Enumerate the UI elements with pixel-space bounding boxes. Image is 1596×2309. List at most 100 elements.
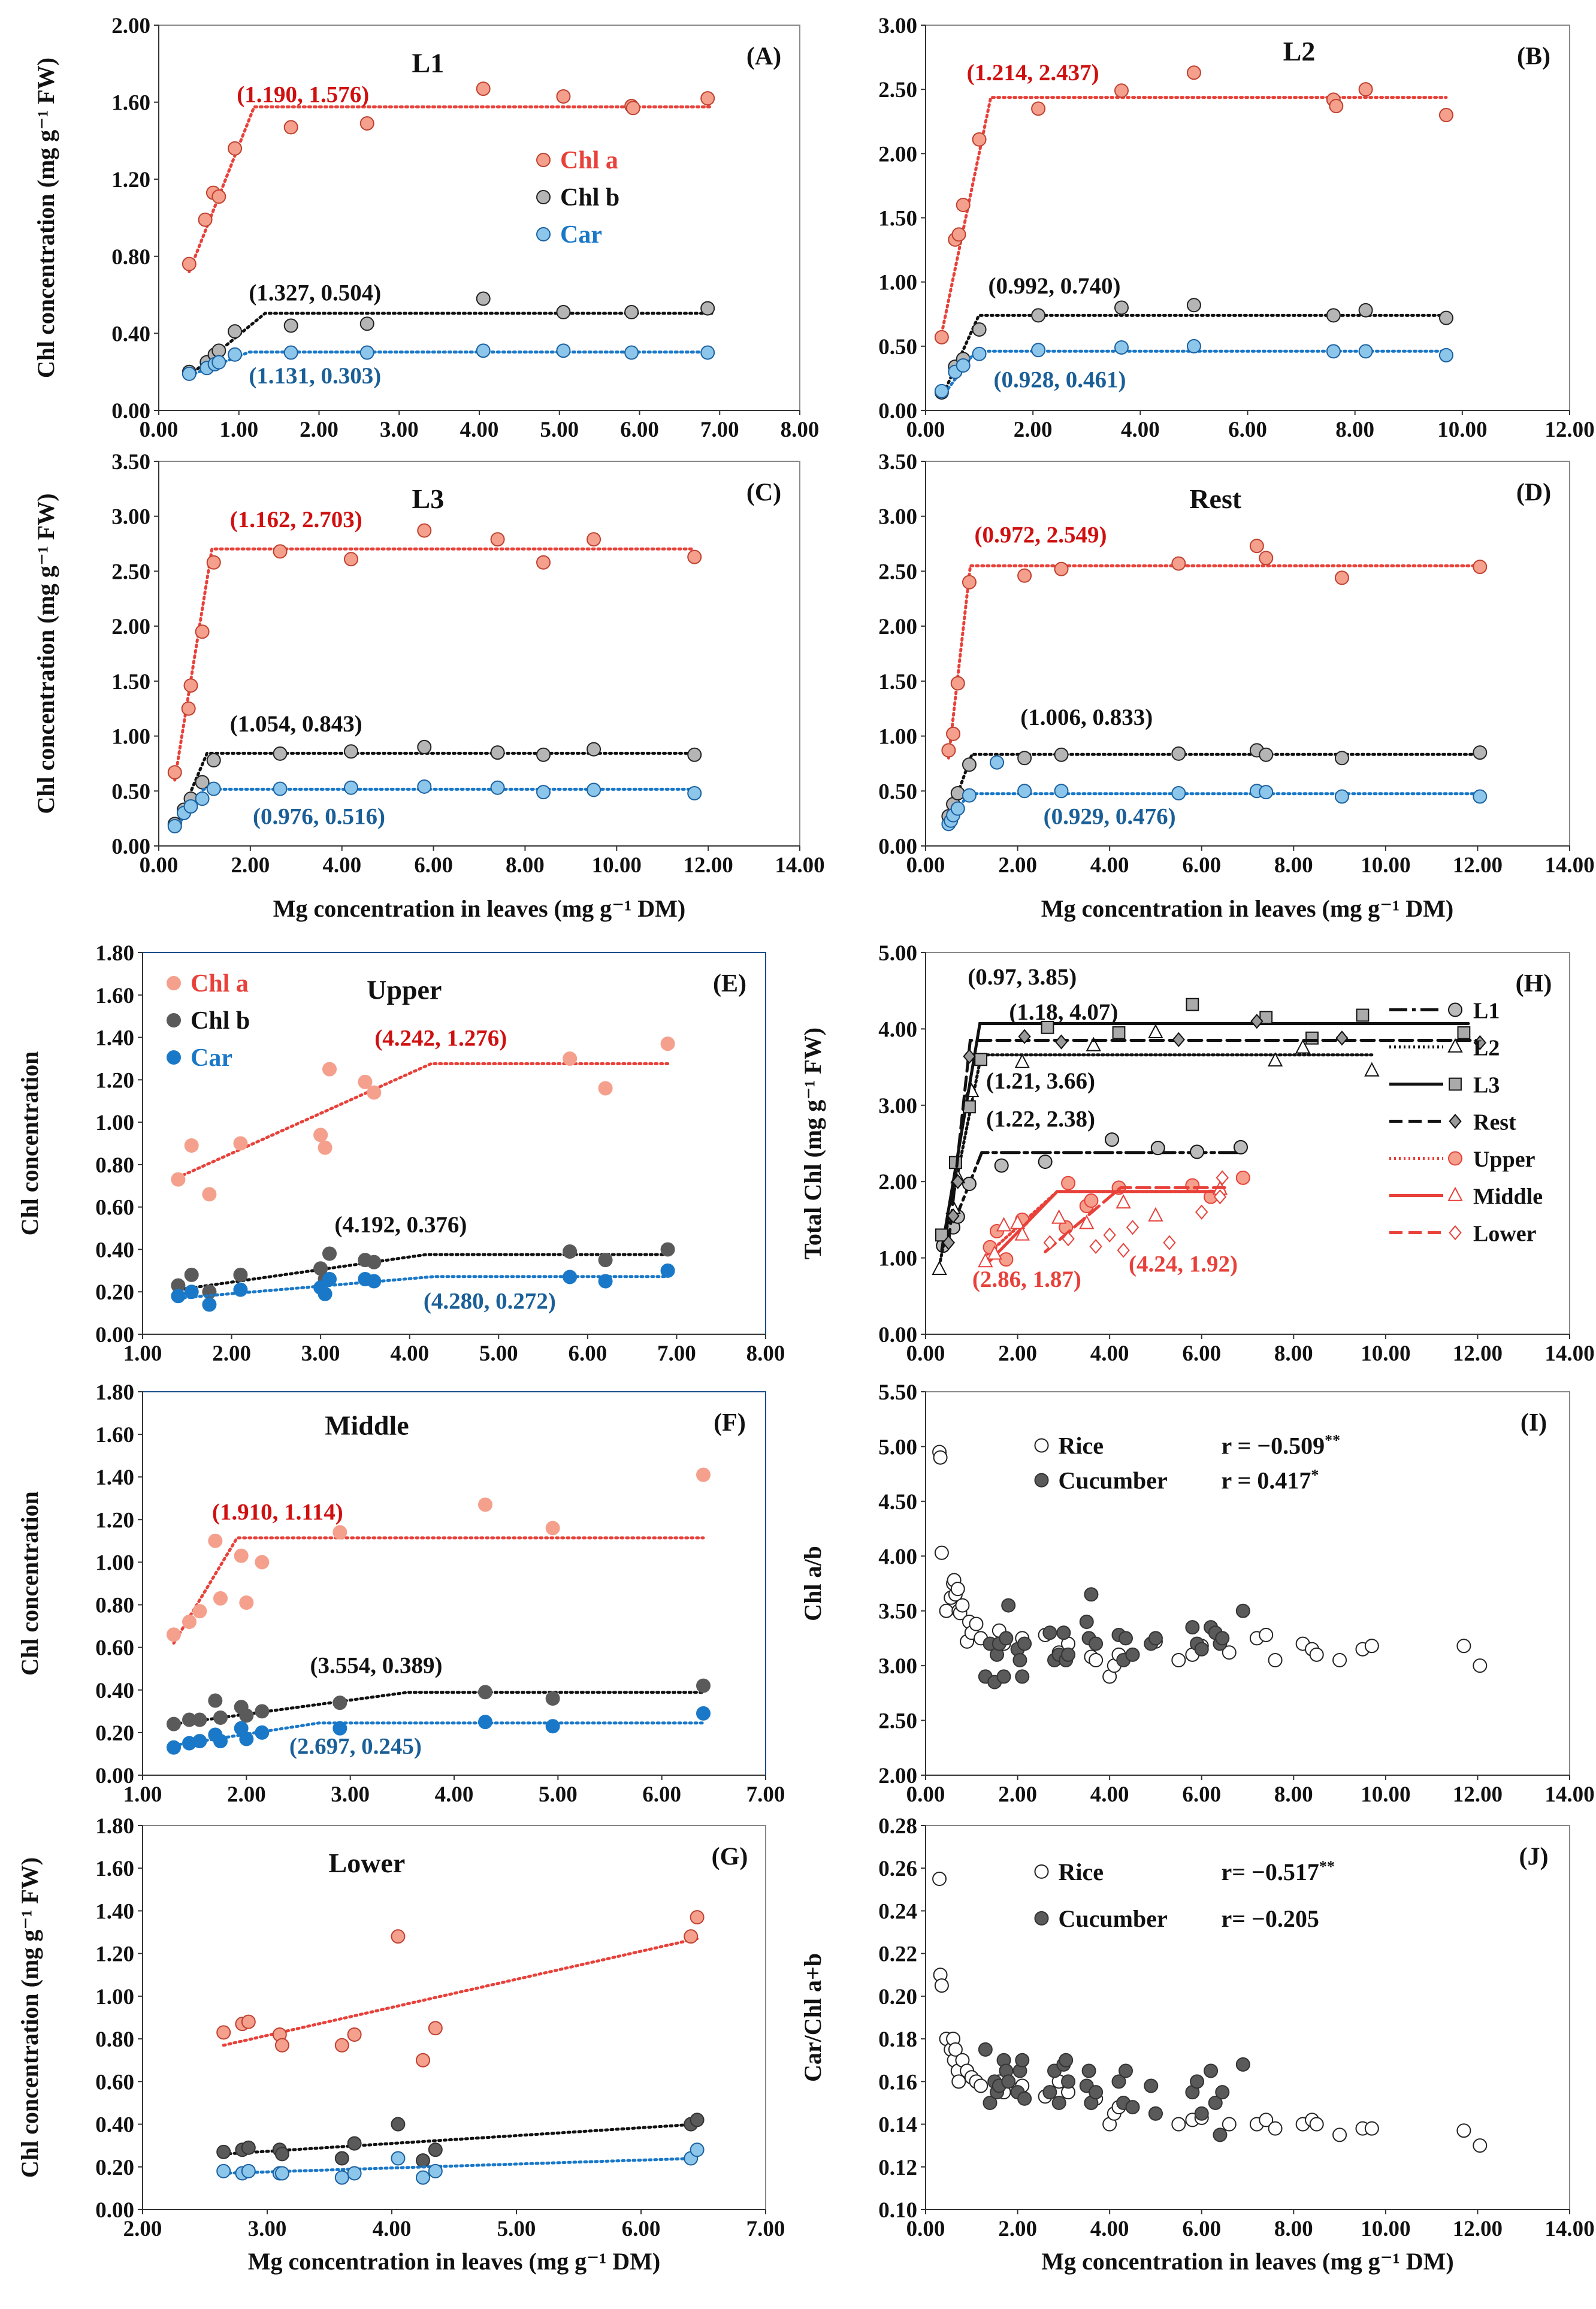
- y-tick-label: 3.00: [878, 1654, 917, 1679]
- data-point: [1457, 1026, 1471, 1039]
- y-tick-label: 4.00: [878, 1545, 917, 1569]
- y-tick-label: 1.00: [878, 1247, 917, 1271]
- data-point: [228, 141, 243, 156]
- y-tick-label: 0.80: [111, 245, 150, 270]
- data-point: [974, 1053, 988, 1066]
- data-point: [1059, 2053, 1074, 2068]
- breakpoint-label: (0.972, 2.549): [974, 522, 1107, 548]
- fit-line: [176, 1275, 670, 1300]
- fit-line: [176, 1253, 670, 1292]
- y-tick-label: 2.00: [111, 615, 150, 639]
- x-tick-label: 4.00: [435, 1782, 474, 1807]
- legend-label: Chl a: [560, 147, 618, 174]
- series-chl-b: (4.192, 0.376): [171, 1212, 675, 1299]
- x-tick-label: 7.00: [746, 1782, 785, 1807]
- data-point: [1438, 310, 1453, 325]
- data-point: [322, 1246, 337, 1261]
- data-point: [367, 1085, 382, 1100]
- data-point: [963, 1100, 976, 1114]
- breakpoint-label: (3.554, 0.389): [310, 1652, 443, 1678]
- legend-label: L3: [1473, 1073, 1500, 1098]
- x-tick-label: 12.00: [1453, 853, 1503, 878]
- y-tick-label: 0.00: [95, 1323, 134, 1347]
- data-point: [1015, 1669, 1030, 1684]
- data-point: [956, 358, 971, 373]
- data-point: [1001, 2074, 1016, 2089]
- y-tick-label: 5.00: [878, 941, 917, 966]
- data-point: [478, 1497, 492, 1512]
- data-point: [1018, 1029, 1031, 1044]
- data-point: [1473, 789, 1488, 804]
- y-tick-label: 0.80: [95, 2027, 134, 2052]
- fit-line: [984, 1190, 1226, 1267]
- data-point: [1084, 1587, 1099, 1602]
- x-tick-label: 2.00: [123, 2217, 162, 2241]
- data-point: [344, 744, 358, 759]
- data-point: [1268, 2121, 1283, 2136]
- breakpoint-label: (0.929, 0.476): [1044, 803, 1176, 829]
- x-tick-label: 8.00: [1274, 2217, 1313, 2241]
- data-point: [563, 1051, 578, 1066]
- data-point: [660, 1263, 675, 1278]
- y-tick-label: 0.50: [111, 779, 150, 804]
- y-axis-label: Chl concentration (mg g⁻¹ FW): [32, 58, 59, 378]
- x-tick-label: 4.00: [390, 1341, 429, 1366]
- data-point: [192, 1604, 207, 1619]
- legend-marker: [1448, 1002, 1462, 1017]
- legend-marker: [1034, 1473, 1049, 1488]
- x-tick-label: 6.00: [1182, 1341, 1221, 1366]
- data-point: [962, 575, 977, 590]
- breakpoint-label: (0.928, 0.461): [993, 367, 1126, 392]
- data-point: [972, 322, 987, 337]
- y-tick-label: 0.14: [878, 2113, 917, 2138]
- y-axis-label: Total Chl (mg g⁻¹ FW): [799, 1027, 826, 1259]
- data-point: [1114, 340, 1129, 355]
- data-point: [184, 1267, 199, 1282]
- data-point: [1332, 2127, 1347, 2142]
- data-point: [1119, 2063, 1133, 2078]
- data-point: [206, 752, 221, 767]
- data-point: [233, 1136, 248, 1151]
- data-point: [934, 1978, 949, 1993]
- data-point: [1148, 1631, 1163, 1646]
- panel-E: 1.00 2.00 3.00 4.00 5.00 6.00 7.00 8.00 0.00 0.20…: [16, 941, 785, 1366]
- x-tick-label: 5.00: [540, 418, 579, 442]
- data-point: [1305, 1031, 1319, 1045]
- data-point: [1089, 1238, 1102, 1255]
- data-point: [234, 1548, 249, 1563]
- data-point: [700, 301, 715, 316]
- y-tick-label: 1.40: [95, 1465, 134, 1490]
- series-rest: (0.97, 3.85): [942, 965, 1486, 1250]
- data-point: [255, 1704, 270, 1719]
- y-tick-label: 1.20: [95, 1508, 134, 1533]
- panel-label: (I): [1521, 1409, 1547, 1437]
- data-point: [1259, 2112, 1274, 2127]
- series-chl-b: (3.554, 0.389): [167, 1652, 711, 1731]
- x-tick-label: 8.00: [506, 853, 545, 878]
- y-tick-label: 1.40: [95, 1899, 134, 1924]
- data-point: [1334, 570, 1349, 585]
- y-tick-label: 2.50: [111, 560, 150, 584]
- legend-marker: [1034, 1864, 1049, 1879]
- panel-label: (B): [1517, 43, 1550, 70]
- breakpoint-label: (0.992, 0.740): [989, 273, 1121, 299]
- y-tick-label: 1.20: [95, 1942, 134, 1967]
- breakpoint-label: (4.192, 0.376): [334, 1212, 467, 1238]
- data-point: [1186, 298, 1201, 313]
- data-point: [347, 2166, 362, 2181]
- y-tick-label: 0.00: [111, 399, 150, 424]
- data-point: [1150, 1141, 1165, 1156]
- x-tick-label: 2.00: [300, 418, 338, 442]
- x-tick-label: 6.00: [1228, 418, 1267, 442]
- data-point: [1089, 1636, 1104, 1651]
- data-point: [490, 780, 505, 795]
- data-point: [972, 132, 987, 147]
- data-point: [536, 785, 551, 800]
- data-point: [1051, 1209, 1067, 1224]
- y-tick-label: 1.50: [878, 670, 917, 694]
- data-point: [416, 2053, 430, 2068]
- data-point: [1235, 2057, 1250, 2072]
- data-point: [1117, 1243, 1130, 1258]
- data-point: [1081, 2063, 1096, 2078]
- data-point: [1148, 1023, 1163, 1039]
